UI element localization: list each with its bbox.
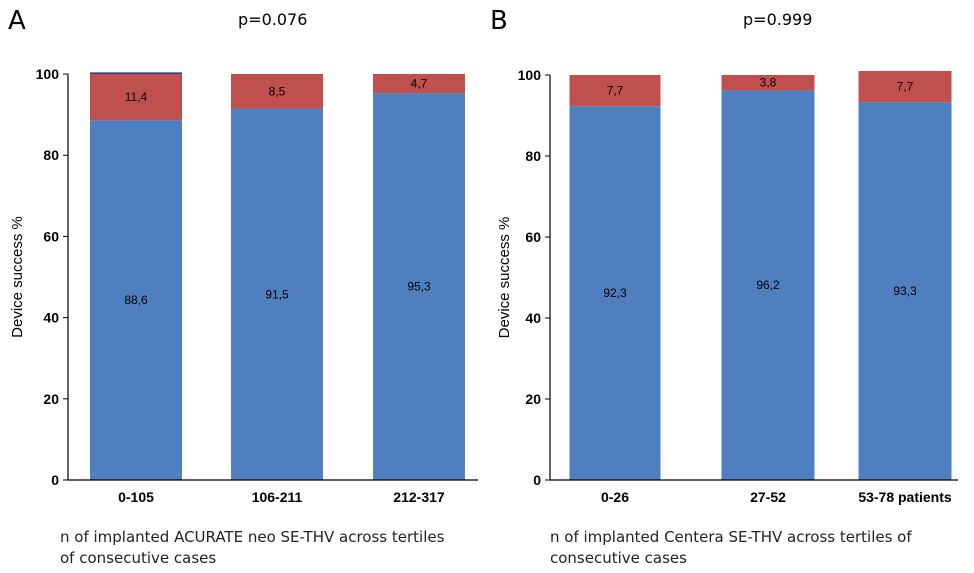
panel-b: B p=0.999 92,3 7,7 0-26 96,2 3,8 27-52 93,3 7,7… — [487, 0, 974, 573]
panel-a: A p=0.076 88,6 11,4 0-105 91,5 8,5 106-211 95,… — [8, 6, 478, 569]
data-label: 95,3 — [407, 280, 431, 294]
panel-letter: B — [490, 6, 508, 36]
data-label: 7,7 — [897, 80, 914, 94]
y-tick-label: 80 — [525, 148, 541, 164]
chart-b: 92,3 7,7 0-26 96,2 3,8 27-52 93,3 7,7 53-78 pati… — [496, 67, 958, 505]
bar-segment — [231, 74, 323, 109]
data-label: 93,3 — [893, 284, 917, 298]
data-label: 8,5 — [269, 84, 286, 98]
y-tick-label: 40 — [525, 310, 541, 326]
caption-line-1: n of implanted Centera SE-THV across ter… — [550, 528, 912, 546]
y-tick-label: 20 — [43, 391, 59, 407]
bar-segment — [231, 108, 323, 480]
data-label: 88,6 — [124, 293, 148, 307]
data-label: 3,8 — [760, 76, 777, 90]
y-tick-label: 60 — [43, 228, 59, 244]
panel-letter: A — [8, 6, 26, 36]
bar-segment — [569, 75, 661, 107]
x-tick-label: 212-317 — [393, 489, 445, 505]
p-value: p=0.999 — [743, 10, 813, 29]
data-label: 7,7 — [607, 84, 624, 98]
x-tick-label: 106-211 — [252, 489, 303, 505]
bar-segment — [721, 90, 815, 480]
data-label: 11,4 — [125, 90, 148, 104]
caption-line-2: of consecutive cases — [60, 549, 217, 567]
bar-segment — [569, 106, 661, 480]
y-tick-label: 20 — [525, 391, 541, 407]
y-tick-label: 60 — [525, 229, 541, 245]
data-label: 4,7 — [411, 77, 428, 91]
bar-segment — [373, 93, 465, 480]
y-tick-label: 80 — [43, 147, 59, 163]
data-label: 96,2 — [756, 278, 780, 292]
caption-line-1: n of implanted ACURATE neo SE-THV across… — [60, 528, 445, 546]
x-tick-label: 53-78 patients — [858, 489, 952, 505]
bar-segment — [373, 74, 465, 94]
y-tick-label: 100 — [518, 67, 542, 83]
data-label: 91,5 — [265, 287, 289, 301]
x-axis-caption: n of implanted Centera SE-THV across ter… — [550, 527, 912, 569]
chart-a: 88,6 11,4 0-105 91,5 8,5 106-211 95,3 4,7 212-31… — [9, 66, 478, 505]
y-axis-label: Device success % — [496, 217, 513, 339]
data-label: 92,3 — [603, 286, 627, 300]
y-tick-label: 0 — [51, 472, 59, 488]
y-tick-label: 0 — [533, 472, 541, 488]
y-tick-label: 40 — [43, 310, 59, 326]
caption-line-2: consecutive cases — [550, 549, 687, 567]
bar-segment — [90, 72, 182, 74]
y-axis-label: Device success % — [9, 216, 26, 338]
x-tick-label: 0-105 — [118, 489, 154, 505]
bar-segment — [721, 75, 815, 91]
bar-segment — [858, 70, 952, 103]
p-value: p=0.076 — [238, 10, 308, 29]
bar-segment — [90, 120, 182, 480]
x-axis-caption: n of implanted ACURATE neo SE-THV across… — [60, 527, 444, 569]
bar-segment — [858, 102, 952, 480]
bar-segment — [90, 74, 182, 121]
x-tick-label: 27-52 — [750, 489, 786, 505]
y-tick-label: 100 — [36, 66, 60, 82]
x-tick-label: 0-26 — [601, 489, 629, 505]
